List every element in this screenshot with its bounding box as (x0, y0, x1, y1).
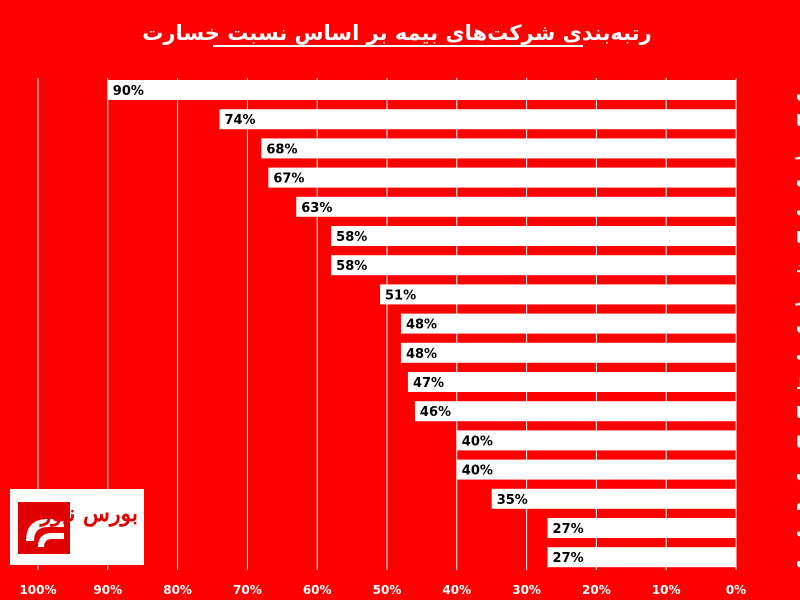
category-label: بپاس (796, 549, 800, 569)
category-label: البرز (795, 140, 800, 159)
logo-emblem-icon (18, 502, 70, 554)
bar-value-label: 40% (462, 464, 493, 479)
category-label: دانا (796, 111, 800, 130)
bar (296, 196, 736, 217)
bar-value-label: 68% (266, 142, 297, 157)
bar-value-label: 74% (224, 113, 255, 128)
x-tick-label: 90% (93, 583, 122, 597)
x-tick-label: 10% (652, 583, 681, 597)
bar (268, 167, 736, 188)
bar (400, 342, 736, 363)
bar-value-label: 27% (553, 522, 584, 537)
bar (107, 80, 737, 100)
x-tick-label: 50% (373, 583, 402, 597)
bar-value-label: 63% (301, 201, 332, 216)
bar-value-label: 46% (420, 405, 451, 420)
category-label: وتعاون (796, 316, 800, 335)
x-tick-label: 30% (512, 583, 541, 597)
category-label: آسیا (796, 227, 800, 247)
bars (107, 80, 737, 568)
x-tick-label: 60% (303, 583, 332, 597)
x-tick-label: 40% (442, 583, 471, 597)
bar-value-label: 47% (413, 376, 444, 391)
category-label: وسرمد (796, 257, 800, 276)
bar (491, 488, 736, 509)
labels: 0% 10% 20% 30% 40% 50% 60% 70% 80% 90% 100% 90% میهن… (19, 82, 800, 597)
bar (400, 313, 736, 334)
bourse-news-logo: بورس نیوز (10, 489, 144, 565)
chart-title-group: رتبه‌بندی شرکت‌های بیمه بر اساس نسبت خسا… (142, 21, 652, 47)
bar (456, 430, 736, 451)
logo-text: بورس نیوز (40, 501, 138, 527)
bar (414, 401, 736, 422)
category-label: نوین (796, 462, 800, 481)
chart-title: رتبه‌بندی شرکت‌های بیمه بر اساس نسبت خسا… (142, 21, 651, 45)
bar-value-label: 40% (462, 434, 493, 449)
bar-value-label: 58% (336, 230, 367, 245)
category-label: ما (796, 432, 800, 451)
bar (261, 138, 736, 159)
category-label: کوثر (795, 286, 800, 305)
bar-value-label: 90% (113, 84, 144, 99)
bar (331, 226, 736, 246)
x-tick-label: 80% (163, 583, 192, 597)
x-tick-label: 20% (582, 583, 611, 597)
bar-value-label: 51% (385, 288, 416, 303)
x-tick-label: 100% (19, 583, 56, 597)
bar-value-label: 27% (553, 551, 584, 566)
category-label: بساما (796, 403, 800, 422)
bar (331, 255, 736, 276)
bar-value-label: 58% (336, 259, 367, 274)
bar-value-label: 67% (273, 172, 304, 187)
category-label: اتکام (796, 491, 800, 510)
bar-value-label: 48% (406, 318, 437, 333)
bar-value-label: 48% (406, 347, 437, 362)
bar (456, 459, 736, 480)
x-tick-label: 70% (233, 583, 262, 597)
category-label: ملت (796, 345, 800, 364)
bar-value-label: 35% (497, 493, 528, 508)
category-label: اتکای (796, 520, 800, 539)
bar (547, 547, 736, 568)
category-label: ودی (796, 199, 800, 218)
x-tick-label: 0% (726, 583, 746, 597)
bar (219, 109, 737, 130)
category-label: میهن (796, 82, 800, 101)
category-label: پارسیان (796, 170, 800, 190)
bar (547, 518, 736, 538)
bar (380, 284, 736, 305)
bar (407, 372, 736, 392)
category-label: وحافظ (796, 374, 800, 393)
